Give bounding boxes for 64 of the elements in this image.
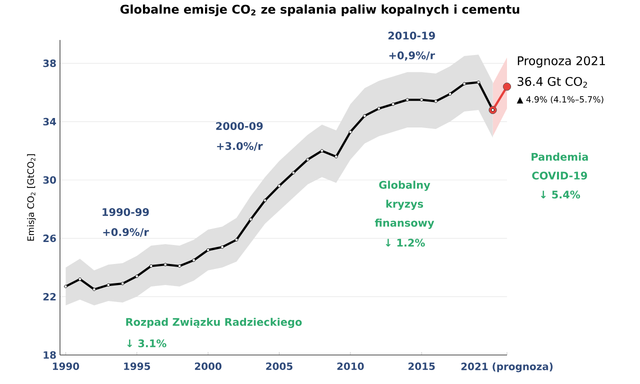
point <box>120 282 124 286</box>
point <box>334 155 338 158</box>
text: Pandemia <box>532 152 588 161</box>
point <box>306 158 310 162</box>
point <box>164 262 167 266</box>
x-tick-label: 2015 <box>408 362 435 370</box>
point <box>220 245 224 249</box>
annotation: Rozpad Związku Radzieckiego <box>126 318 302 328</box>
text: COVID-19 <box>532 172 588 180</box>
x-tick-label: 2000 <box>194 362 222 370</box>
y-axis-title: Emisja CO$_{2}$ [GtCO$_{2}$] <box>27 154 36 241</box>
y-tick-label: 22 <box>43 292 56 300</box>
annotation: +0.9%/r <box>103 228 149 237</box>
text: ↓ 5.4% <box>540 190 580 199</box>
annotation: 1990-99 <box>102 208 149 216</box>
point <box>391 102 395 106</box>
annotation: ↓ 3.1% <box>127 339 166 348</box>
point <box>348 130 352 134</box>
x-tick-label: 1995 <box>124 362 150 370</box>
annotation: 2000-09 <box>216 122 263 130</box>
annotation: +3.0%/r <box>217 142 263 151</box>
y-tick-label: 18 <box>44 351 56 359</box>
y-tick-label: 30 <box>43 176 56 184</box>
point <box>434 100 438 103</box>
point <box>106 283 110 287</box>
point <box>135 274 139 278</box>
text: ▲ 4.9% (4.1%–5.7%) <box>516 96 604 104</box>
x-tick-label: 1990 <box>52 362 80 370</box>
point <box>206 248 210 252</box>
x-tick-label: 2005 <box>266 362 292 370</box>
point <box>320 149 324 152</box>
point <box>178 264 182 268</box>
point <box>363 114 366 118</box>
point <box>234 238 238 242</box>
point <box>249 218 252 222</box>
point <box>476 80 480 84</box>
point <box>462 82 466 86</box>
point <box>448 92 452 96</box>
chart-title: Globalne emisje CO$_{2}$ ze spalania paliw kopalnych i cementu <box>120 4 520 16</box>
point <box>502 82 512 91</box>
x-tick-label: 2021 (prognoza) <box>461 362 553 372</box>
point <box>78 278 82 281</box>
point <box>263 198 267 202</box>
text: 36.4 Gt CO$_{2}$ <box>518 76 587 88</box>
annotation: kryzys <box>386 200 424 210</box>
point <box>406 98 409 102</box>
y-tick-label: 26 <box>43 234 56 242</box>
point <box>420 98 424 102</box>
text: Prognoza 2021 <box>518 56 605 68</box>
y-tick-label: 38 <box>43 60 56 68</box>
y-tick-label: 34 <box>43 118 56 126</box>
annotation: finansowy <box>374 218 434 229</box>
text: 2010-19 <box>388 32 435 40</box>
point <box>377 106 381 110</box>
x-tick-label: 2010 <box>337 362 364 370</box>
annotation: ↓ 1.2% <box>386 238 425 247</box>
annotation: +0,9%/r <box>389 51 435 61</box>
point <box>92 288 96 292</box>
point <box>149 264 153 268</box>
point <box>64 284 68 288</box>
point <box>292 171 296 174</box>
point <box>192 258 196 262</box>
point <box>278 184 281 188</box>
annotation: Globalny <box>379 180 430 191</box>
